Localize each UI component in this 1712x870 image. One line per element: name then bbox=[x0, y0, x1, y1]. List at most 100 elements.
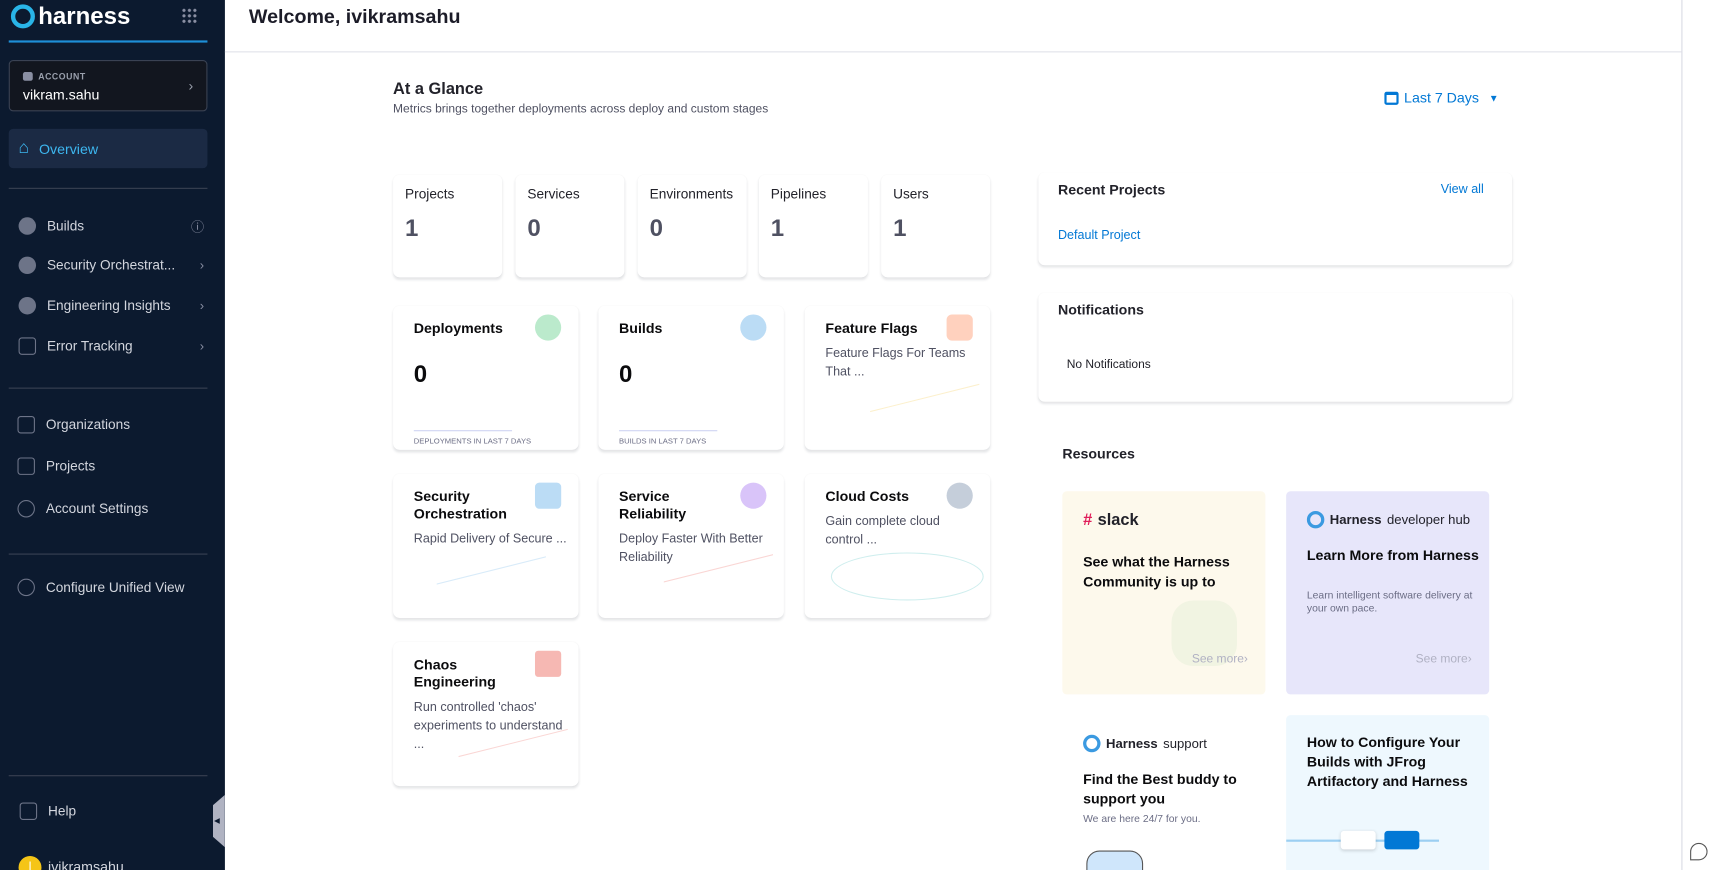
module-card-cloud-costs[interactable]: Cloud Costs Gain complete cloud control .… bbox=[804, 473, 991, 618]
view-all-link[interactable]: View all bbox=[1440, 183, 1484, 197]
sidebar-item-builds[interactable]: Builds ⓘ bbox=[18, 214, 205, 238]
configure-unified-view[interactable]: Configure Unified View bbox=[17, 575, 203, 599]
sidebar-item-label: Organizations bbox=[45, 417, 131, 433]
resource-card-jfrog[interactable]: How to Configure Your Builds with JFrog … bbox=[1286, 715, 1490, 870]
module-description: Deploy Faster With Better Reliability bbox=[619, 532, 763, 565]
module-title: Feature Flags bbox=[825, 319, 918, 337]
see-more-link[interactable]: See more› bbox=[1415, 652, 1472, 666]
sidebar-item-engineering-insights[interactable]: Engineering Insights › bbox=[18, 294, 204, 318]
panel-title: Recent Projects bbox=[1057, 181, 1166, 198]
deployments-icon bbox=[534, 314, 562, 341]
sidebar-item-projects[interactable]: Projects bbox=[17, 454, 203, 478]
avatar-initial: I bbox=[28, 860, 32, 870]
chevron-right-icon: › bbox=[199, 257, 205, 273]
module-card-chaos-engineering[interactable]: Chaos Engineering Run controlled 'chaos' … bbox=[393, 641, 579, 789]
divider bbox=[8, 187, 208, 189]
module-title: Service Reliability bbox=[619, 488, 687, 522]
stat-label: Services bbox=[527, 186, 580, 202]
module-card-security-orchestration[interactable]: Security Orchestration Rapid Delivery of … bbox=[393, 473, 579, 618]
glance-title: At a Glance bbox=[393, 79, 484, 99]
sidebar-item-account-settings[interactable]: Account Settings bbox=[17, 497, 203, 521]
see-more-link[interactable]: See more› bbox=[1191, 652, 1248, 666]
sidebar-item-label: Error Tracking bbox=[46, 338, 133, 354]
module-title: Security Orchestration bbox=[413, 488, 507, 522]
chaos-icon bbox=[534, 650, 562, 677]
sidebar-item-security-orchestration[interactable]: Security Orchestrat... › bbox=[18, 253, 205, 277]
sidebar-item-label: Configure Unified View bbox=[45, 579, 185, 596]
resource-subtext: We are here 24/7 for you. bbox=[1083, 813, 1201, 826]
brand-rest: developer hub bbox=[1386, 512, 1471, 528]
module-card-service-reliability[interactable]: Service Reliability Deploy Faster With Be… bbox=[598, 473, 784, 618]
resource-subtext: Learn intelligent software delivery at y… bbox=[1306, 589, 1473, 615]
sidebar-item-help[interactable]: Help bbox=[19, 799, 206, 823]
stat-value: 1 bbox=[770, 213, 785, 242]
cube-icon bbox=[17, 457, 35, 475]
account-switcher[interactable]: ACCOUNT vikram.sahu › bbox=[8, 60, 208, 112]
gear-icon bbox=[17, 500, 35, 518]
account-label: ACCOUNT bbox=[38, 72, 86, 82]
avatar[interactable]: I bbox=[18, 855, 42, 870]
right-border bbox=[1681, 0, 1683, 870]
resource-card-slack[interactable]: # slack See what the Harness Community is… bbox=[1062, 491, 1266, 695]
brand-bold: Harness bbox=[1105, 735, 1158, 752]
slack-brand: # slack bbox=[1083, 511, 1139, 530]
caret-down-icon: ▼ bbox=[1488, 92, 1499, 104]
module-card-deployments[interactable]: Deployments 0 DEPLOYMENTS IN LAST 7 DAYS bbox=[393, 305, 579, 450]
stat-card-users[interactable]: Users 1 bbox=[881, 174, 991, 278]
recent-project-link[interactable]: Default Project bbox=[1057, 229, 1141, 243]
sidebar-item-organizations[interactable]: Organizations bbox=[17, 413, 203, 437]
harness-logo[interactable]: harness bbox=[10, 2, 130, 30]
notifications-panel: Notifications No Notifications bbox=[1038, 292, 1513, 402]
sidebar-item-label: Builds bbox=[46, 218, 85, 234]
module-title: Builds bbox=[619, 319, 663, 337]
calendar-icon bbox=[1384, 91, 1399, 105]
resources-title: Resources bbox=[1062, 445, 1135, 462]
stat-card-projects[interactable]: Projects 1 bbox=[393, 174, 503, 278]
chat-support-icon[interactable] bbox=[1690, 842, 1708, 861]
organizations-icon bbox=[17, 415, 35, 434]
sidebar-item-label: Overview bbox=[38, 140, 99, 157]
user-name[interactable]: ivikramsahu bbox=[48, 858, 124, 870]
decorative-lines bbox=[436, 556, 546, 617]
sidebar-item-label: Engineering Insights bbox=[46, 298, 171, 314]
error-tracking-icon bbox=[18, 337, 37, 355]
collapse-sidebar-button[interactable]: ◀ bbox=[212, 794, 225, 848]
account-icon bbox=[22, 72, 33, 81]
time-range-dropdown[interactable]: Last 7 Days ▼ bbox=[1384, 90, 1499, 106]
active-indicator bbox=[8, 40, 208, 43]
sidebar-item-error-tracking[interactable]: Error Tracking › bbox=[18, 334, 204, 358]
divider bbox=[8, 387, 208, 389]
stat-value: 1 bbox=[405, 213, 419, 242]
harness-logo-icon bbox=[10, 4, 35, 29]
module-description: Feature Flags For Teams That ... bbox=[825, 347, 966, 379]
sidebar-item-overview[interactable]: ⌂ Overview bbox=[8, 128, 208, 169]
harness-logo-icon bbox=[1306, 510, 1325, 529]
slack-watermark-icon bbox=[1171, 600, 1238, 666]
module-card-feature-flags[interactable]: Feature Flags Feature Flags For Teams Tha… bbox=[804, 305, 991, 450]
slack-icon: # bbox=[1083, 510, 1093, 530]
resource-card-developer-hub[interactable]: Harness developer hub Learn More from Har… bbox=[1286, 491, 1490, 695]
divider bbox=[8, 775, 208, 777]
info-icon[interactable]: ⓘ bbox=[191, 218, 205, 235]
module-description: Run controlled 'chaos' experiments to un… bbox=[413, 700, 563, 752]
resource-heading: Learn More from Harness bbox=[1306, 546, 1479, 564]
stat-card-environments[interactable]: Environments 0 bbox=[637, 174, 747, 278]
home-icon: ⌂ bbox=[18, 138, 30, 158]
stat-card-pipelines[interactable]: Pipelines 1 bbox=[758, 174, 868, 278]
module-card-builds[interactable]: Builds 0 BUILDS IN LAST 7 DAYS bbox=[598, 305, 784, 450]
developer-hub-brand: Harness developer hub bbox=[1306, 510, 1471, 529]
cloud-costs-icon bbox=[946, 482, 973, 509]
shield-icon bbox=[534, 482, 562, 509]
stat-card-services[interactable]: Services 0 bbox=[515, 174, 625, 278]
app-grid-icon[interactable] bbox=[181, 7, 198, 25]
resource-card-support[interactable]: Harness support Find the Best buddy to su… bbox=[1062, 715, 1266, 870]
sidebar-item-label: Security Orchestrat... bbox=[46, 257, 176, 273]
panel-title: Notifications bbox=[1057, 301, 1144, 318]
feature-flags-icon bbox=[946, 314, 973, 341]
module-title: Cloud Costs bbox=[825, 488, 909, 505]
pipeline-step bbox=[1340, 830, 1376, 850]
stat-label: Pipelines bbox=[770, 186, 827, 202]
module-title: Deployments bbox=[413, 319, 503, 337]
brand-text: slack bbox=[1097, 510, 1139, 530]
page-header: Welcome, ivikramsahu bbox=[224, 0, 1682, 53]
